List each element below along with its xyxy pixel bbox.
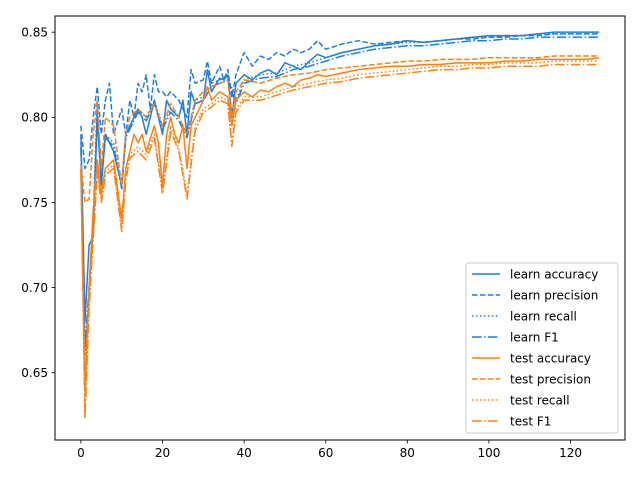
legend-label: learn recall — [510, 309, 577, 323]
legend: learn accuracy learn precision learn recal… — [465, 262, 619, 434]
series-line-test-precision — [80, 55, 600, 204]
legend-label: learn F1 — [510, 330, 559, 344]
plot-frame — [54, 15, 626, 441]
y-tick-label: 0.65 — [21, 366, 48, 380]
series-line-test-accuracy — [80, 56, 600, 391]
legend-box — [465, 262, 619, 434]
x-tick-label: 0 — [77, 446, 85, 460]
y-tick-label: 0.85 — [21, 25, 48, 39]
y-tick-label: 0.70 — [21, 281, 48, 295]
y-tick-label: 0.80 — [21, 111, 48, 125]
series-line-test-F1 — [80, 63, 600, 420]
legend-label: test recall — [510, 393, 570, 407]
y-axis: 0.65 0.70 0.75 0.80 0.85 — [21, 25, 55, 380]
series-line-learn-F1 — [80, 36, 600, 348]
series-layer — [80, 31, 600, 420]
x-tick-label: 40 — [236, 446, 251, 460]
legend-label: test F1 — [510, 414, 551, 428]
x-tick-label: 60 — [318, 446, 333, 460]
x-tick-label: 80 — [400, 446, 415, 460]
x-axis: 0 20 40 60 80 100 120 — [77, 440, 582, 460]
legend-label: test precision — [510, 372, 591, 386]
x-tick-label: 120 — [559, 446, 582, 460]
y-tick-label: 0.75 — [21, 196, 48, 210]
x-tick-label: 20 — [155, 446, 170, 460]
legend-label: test accuracy — [510, 351, 591, 365]
legend-label: learn accuracy — [510, 267, 598, 281]
x-tick-label: 100 — [477, 446, 500, 460]
legend-label: learn precision — [510, 288, 598, 302]
